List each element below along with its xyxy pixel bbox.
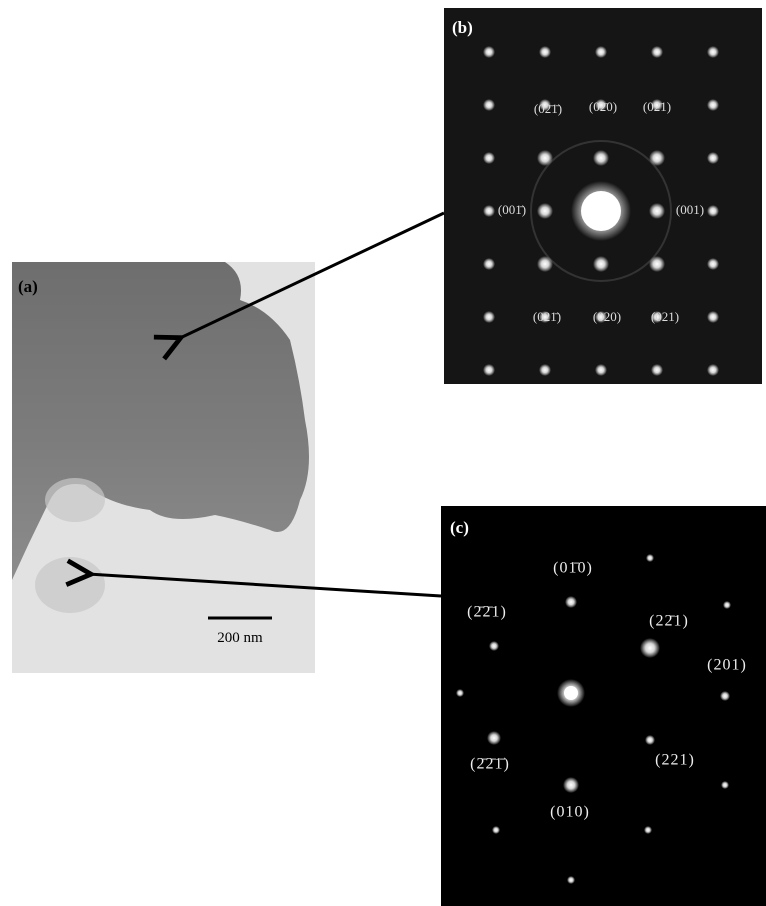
- diffraction-spot: [595, 46, 607, 58]
- diffraction-spot: [483, 99, 495, 111]
- tem-region: [45, 478, 105, 522]
- spot-label: (010): [550, 804, 590, 821]
- diffraction-spot: [644, 826, 652, 834]
- diffraction-spot: [489, 641, 499, 651]
- diffraction-pattern: [441, 506, 766, 906]
- panel-c: (c) (01̄0) (2̄2̄1) (22̄1) (201) (2̄2̄1̄)…: [441, 506, 766, 906]
- diffraction-spot: [563, 777, 579, 793]
- diffraction-spot: [487, 731, 501, 745]
- diffraction-spot: [640, 638, 660, 658]
- panel-label: (b): [452, 18, 473, 37]
- spot-label: (02̄1̄): [534, 101, 562, 116]
- diffraction-spot: [645, 735, 655, 745]
- central-spot: [581, 191, 621, 231]
- diffraction-spot: [483, 46, 495, 58]
- scale-bar-label: 200 nm: [217, 630, 263, 646]
- diffraction-spot: [707, 258, 719, 270]
- diffraction-spot: [537, 203, 553, 219]
- diffraction-spot: [456, 689, 464, 697]
- spot-label: (2̄2̄1̄): [470, 756, 510, 773]
- diffraction-spot: [483, 258, 495, 270]
- spot-label: (001̄): [498, 202, 526, 217]
- spot-label: (201): [707, 657, 747, 674]
- diffraction-spot: [707, 364, 719, 376]
- diffraction-spot: [649, 256, 665, 272]
- spot-label: (001): [676, 202, 704, 217]
- spot-label: (01̄0): [553, 560, 593, 577]
- tem-region: [35, 557, 105, 613]
- diffraction-spot: [646, 554, 654, 562]
- spot-label: (02̄0): [589, 99, 617, 114]
- panel-a: (a) 200 nm: [12, 262, 315, 673]
- spot-label: (021): [651, 309, 679, 324]
- diffraction-spot: [707, 311, 719, 323]
- panel-label: (a): [18, 277, 38, 296]
- diffraction-spot: [707, 152, 719, 164]
- diffraction-spot: [651, 46, 663, 58]
- spot-label: (02̄1): [643, 99, 671, 114]
- diffraction-spot: [539, 46, 551, 58]
- diffraction-spot: [483, 311, 495, 323]
- diffraction-spot: [593, 256, 609, 272]
- diffraction-spot: [707, 99, 719, 111]
- diffraction-spot: [720, 691, 730, 701]
- diffraction-spot: [539, 364, 551, 376]
- diffraction-spot: [565, 596, 577, 608]
- diffraction-spot: [483, 205, 495, 217]
- diffraction-spot: [483, 364, 495, 376]
- panel-label: (c): [450, 518, 469, 537]
- diffraction-spot: [483, 152, 495, 164]
- spot-label: (221): [655, 752, 695, 769]
- diffraction-spot: [537, 256, 553, 272]
- diffraction-spot: [537, 150, 553, 166]
- diffraction-spot: [721, 781, 729, 789]
- diffraction-spot: [492, 826, 500, 834]
- diffraction-spot: [649, 203, 665, 219]
- figure: (a) 200 nm (b) (02̄1̄) (02̄0) (02̄1) (00…: [0, 0, 766, 906]
- central-spot: [564, 686, 578, 700]
- spot-label: (2̄2̄1): [467, 604, 507, 621]
- diffraction-spot: [593, 150, 609, 166]
- panel-b: (b) (02̄1̄) (02̄0) (02̄1) (001̄) (001) (…: [444, 8, 762, 384]
- spot-label: (021̄): [533, 309, 561, 324]
- diffraction-spot: [707, 46, 719, 58]
- spot-label: (22̄1): [649, 613, 689, 630]
- diffraction-spot: [723, 601, 731, 609]
- spot-label: (020): [593, 309, 621, 324]
- diffraction-spot: [595, 364, 607, 376]
- diffraction-spot: [649, 150, 665, 166]
- diffraction-spot: [707, 205, 719, 217]
- diffraction-spot: [651, 364, 663, 376]
- diffraction-spot: [567, 876, 575, 884]
